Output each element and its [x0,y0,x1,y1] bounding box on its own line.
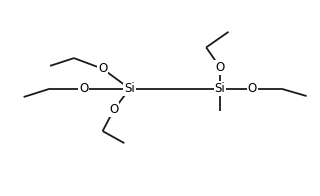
Text: O: O [215,61,225,74]
Text: Si: Si [214,82,225,95]
Text: O: O [248,82,257,95]
Text: Si: Si [124,82,135,95]
Text: O: O [109,103,118,116]
Text: O: O [98,62,107,75]
Text: O: O [79,82,88,95]
